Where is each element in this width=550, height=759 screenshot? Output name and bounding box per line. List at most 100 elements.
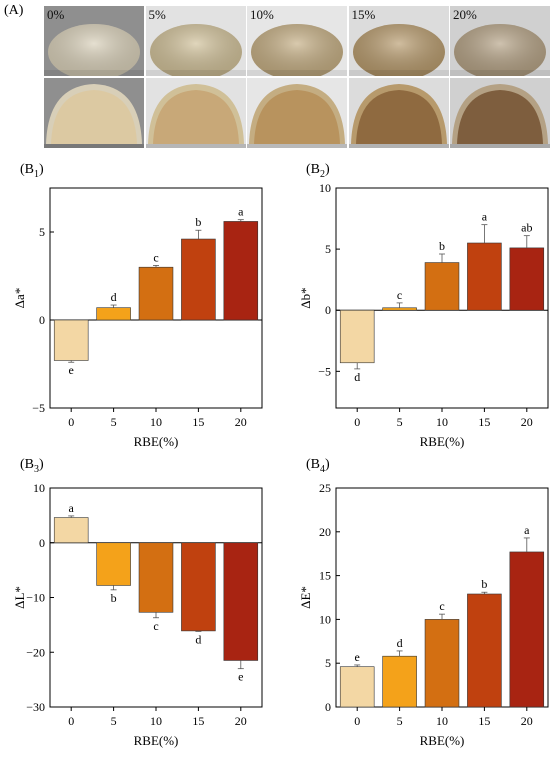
- bar: [96, 307, 131, 321]
- y-axis-label: Δb*: [298, 287, 313, 308]
- bun-photo-crumb: [450, 78, 550, 148]
- panel-prefix: (B: [20, 457, 34, 472]
- bun-top-icon: [450, 24, 550, 76]
- bun-photo-crumb: [145, 78, 246, 148]
- x-tick-label: 0: [68, 415, 74, 429]
- bar: [223, 542, 259, 661]
- bun-photo-top: 5%: [145, 6, 246, 76]
- y-tick-label: 5: [39, 225, 45, 239]
- significance-letter: b: [439, 239, 445, 253]
- x-tick-label: 10: [150, 415, 162, 429]
- panel-b4-label: (B4): [306, 457, 330, 475]
- concentration-label: 15%: [351, 7, 376, 22]
- panel-subscript: 2: [320, 168, 325, 180]
- significance-letter: e: [69, 363, 74, 377]
- panel-subscript: 4: [320, 463, 325, 475]
- x-tick-label: 15: [478, 415, 490, 429]
- panel-suffix: ): [325, 162, 330, 177]
- bar: [181, 542, 216, 632]
- panel-suffix: ): [39, 162, 44, 177]
- significance-letter: a: [69, 501, 75, 515]
- significance-letter: a: [238, 205, 244, 219]
- bar: [382, 307, 417, 311]
- bun-photo-crumb: [348, 78, 449, 148]
- x-tick-label: 20: [521, 714, 533, 728]
- x-tick-label: 15: [192, 415, 204, 429]
- y-tick-label: 0: [39, 313, 45, 327]
- y-tick-label: −5: [318, 364, 331, 378]
- bar: [424, 262, 460, 311]
- significance-letter: b: [481, 577, 487, 591]
- significance-letter: d: [111, 290, 117, 304]
- x-tick-label: 10: [436, 714, 448, 728]
- x-tick-label: 0: [354, 415, 360, 429]
- x-tick-label: 20: [235, 415, 247, 429]
- y-axis-label: Δa*: [12, 288, 27, 309]
- panel-subscript: 3: [34, 463, 39, 475]
- bun-top-icon: [247, 24, 347, 76]
- bun-crumb-icon: [247, 84, 347, 148]
- x-tick-label: 15: [478, 714, 490, 728]
- significance-letter: a: [482, 210, 488, 224]
- panel-b2-label: (B2): [306, 162, 330, 180]
- panel-suffix: ): [39, 457, 44, 472]
- bun-photo-crumb: [247, 78, 347, 148]
- x-tick-label: 5: [111, 714, 117, 728]
- y-axis-label: ΔE*: [298, 586, 313, 609]
- significance-letter: c: [397, 288, 402, 302]
- bar: [467, 242, 502, 311]
- significance-letter: d: [397, 636, 403, 650]
- y-tick-label: −20: [26, 645, 45, 659]
- significance-letter: b: [111, 591, 117, 605]
- x-axis-label: RBE(%): [134, 434, 179, 449]
- y-tick-label: 5: [325, 656, 331, 670]
- bar: [339, 309, 375, 364]
- concentration-label: 10%: [250, 7, 274, 22]
- bun-top-icon: [44, 24, 144, 76]
- bun-crumb-icon: [348, 84, 449, 148]
- bun-crumb-icon: [450, 84, 550, 148]
- panel-subscript: 1: [34, 168, 39, 180]
- x-tick-label: 5: [397, 415, 403, 429]
- y-tick-label: 15: [319, 569, 331, 583]
- panel-prefix: (B: [306, 457, 320, 472]
- bar: [138, 266, 174, 321]
- x-tick-label: 0: [68, 714, 74, 728]
- y-tick-label: 10: [319, 612, 331, 626]
- bun-photo-top: 0%: [44, 6, 144, 76]
- bun-photo-crumb: [44, 78, 144, 148]
- bar: [53, 517, 89, 544]
- bar: [96, 542, 131, 586]
- bar: [382, 655, 417, 708]
- x-tick-label: 5: [111, 415, 117, 429]
- y-tick-label: −10: [26, 591, 45, 605]
- significance-letter: e: [238, 670, 243, 684]
- y-tick-label: 0: [39, 536, 45, 550]
- bar: [509, 247, 545, 311]
- bun-top-icon: [348, 24, 449, 76]
- significance-letter: a: [524, 523, 530, 537]
- panel-a-label: (A): [4, 3, 24, 18]
- panel-prefix: (B: [306, 162, 320, 177]
- bar: [223, 221, 259, 321]
- bun-crumb-icon: [44, 84, 144, 148]
- y-tick-label: −5: [32, 401, 45, 415]
- y-tick-label: −30: [26, 700, 45, 714]
- panel-b3-label: (B3): [20, 457, 44, 475]
- bar: [339, 666, 375, 708]
- bar: [53, 319, 89, 361]
- bun-crumb-icon: [145, 84, 246, 148]
- x-tick-label: 15: [192, 714, 204, 728]
- y-tick-label: 0: [325, 303, 331, 317]
- bar: [138, 542, 174, 613]
- significance-letter: c: [153, 250, 158, 264]
- x-tick-label: 20: [521, 415, 533, 429]
- significance-letter: d: [195, 632, 201, 646]
- concentration-label: 20%: [453, 7, 477, 22]
- x-tick-label: 5: [397, 714, 403, 728]
- concentration-label: 5%: [148, 7, 166, 22]
- panel-b1-label: (B1): [20, 162, 44, 180]
- bar: [424, 619, 460, 708]
- x-tick-label: 10: [150, 714, 162, 728]
